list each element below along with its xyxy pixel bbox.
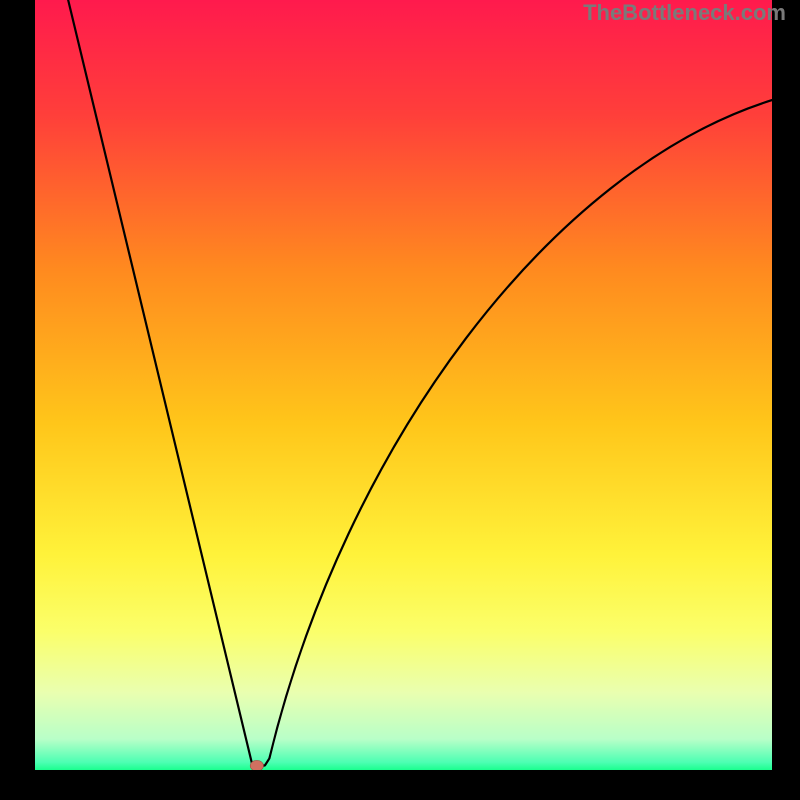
- watermark-text: TheBottleneck.com: [583, 0, 786, 26]
- gradient-background: [35, 0, 772, 770]
- chart-stage: TheBottleneck.com: [0, 0, 800, 800]
- chart-svg: [35, 0, 772, 770]
- minimum-marker: [250, 760, 263, 770]
- plot-area: [35, 0, 772, 770]
